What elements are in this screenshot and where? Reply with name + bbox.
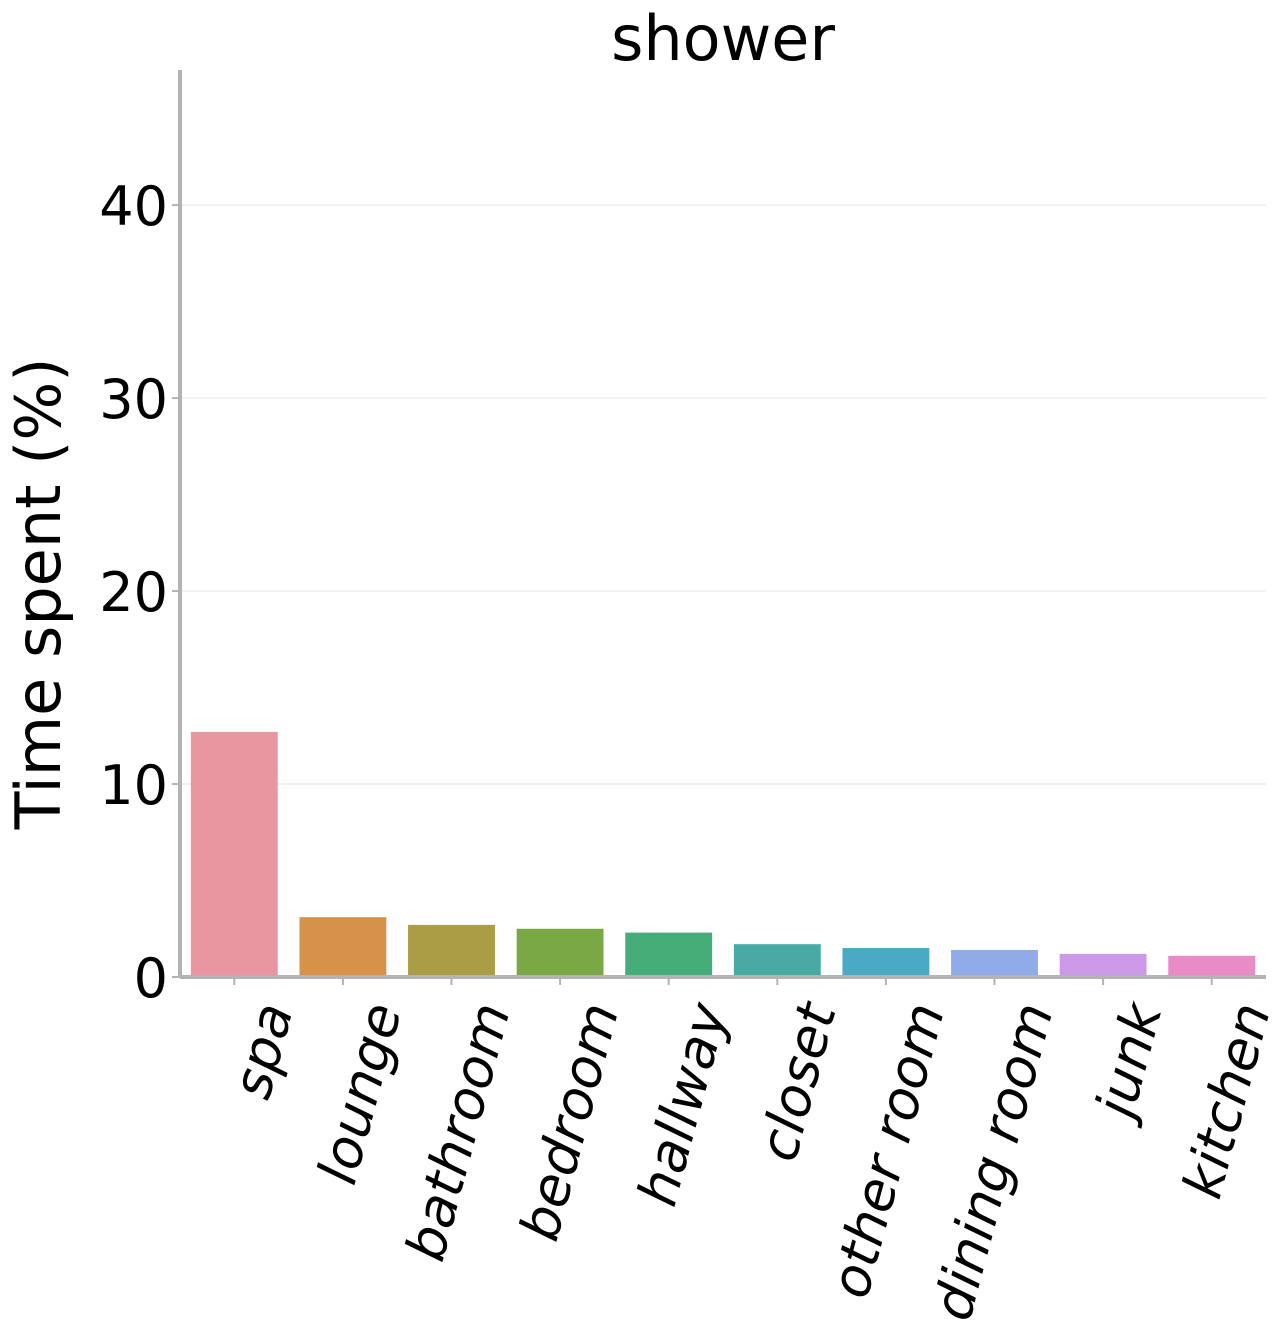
y-tick-label: 10 (99, 754, 168, 817)
bar-bedroom (516, 928, 604, 977)
bar-other-room (842, 948, 930, 977)
x-tick-label: bedroom (508, 996, 632, 1247)
y-tick-label: 30 (99, 368, 168, 431)
bar-hallway (625, 932, 713, 977)
gridlines (180, 204, 1266, 785)
x-tick-label: junk (1082, 994, 1175, 1131)
bar-spa (190, 731, 278, 977)
x-tick-label: spa (220, 996, 306, 1105)
bar-junk (1059, 953, 1147, 977)
x-tick-label: kitchen (1171, 996, 1275, 1204)
bar-kitchen (1168, 955, 1256, 977)
axes (178, 70, 1266, 979)
x-tick-label: lounge (306, 996, 414, 1190)
x-tick-label: closet (746, 995, 849, 1168)
y-tick-label: 40 (99, 175, 168, 238)
bar-lounge (299, 917, 387, 977)
bar-dining-room (951, 949, 1038, 977)
x-tick-label: bathroom (394, 996, 523, 1267)
y-tick-labels: 0 10 20 30 40 (99, 175, 180, 1010)
bars (190, 731, 1256, 977)
chart-title: shower (611, 2, 835, 75)
x-tick-label: hallway (626, 995, 741, 1212)
bar-closet (733, 944, 821, 977)
y-axis-label: Time spent (%) (2, 358, 75, 831)
bar-bathroom (408, 924, 495, 977)
y-tick-label: 0 (134, 947, 168, 1010)
y-tick-label: 20 (99, 561, 168, 624)
